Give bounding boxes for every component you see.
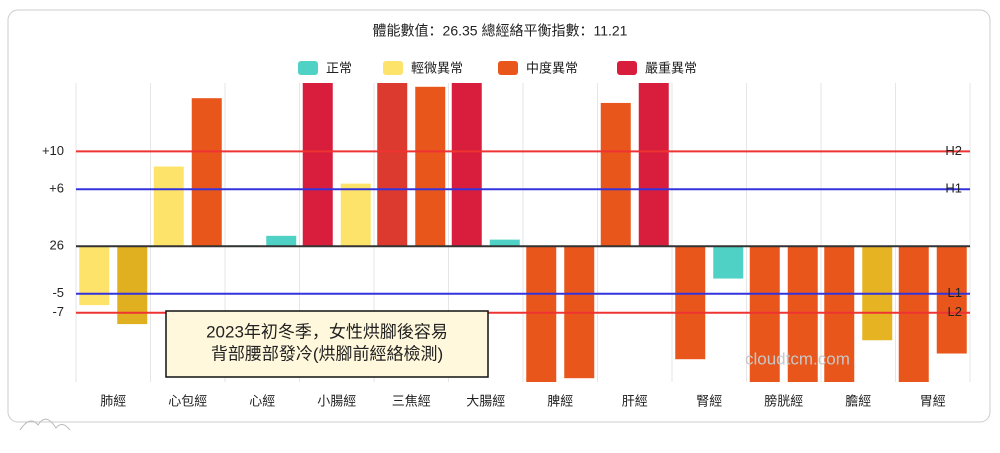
x-tick-label: 肝經 — [622, 393, 648, 408]
x-tick-label: 大腸經 — [466, 393, 505, 408]
y-tick-label: +10 — [42, 143, 64, 158]
x-tick-label: 腎經 — [696, 393, 722, 408]
x-tick-label: 肺經 — [100, 393, 126, 408]
bar — [191, 98, 222, 247]
y-tick-label: -7 — [52, 304, 64, 319]
legend-label: 正常 — [326, 60, 352, 75]
bar — [675, 246, 706, 360]
bar — [713, 246, 744, 279]
y-tick-label: 26 — [50, 238, 64, 253]
bar — [302, 83, 333, 247]
bar — [600, 102, 631, 247]
x-tick-label: 胃經 — [920, 393, 946, 408]
bar — [898, 246, 929, 382]
bar — [824, 246, 855, 382]
reference-label: H2 — [945, 143, 962, 158]
bar — [526, 246, 557, 382]
x-tick-label: 脾經 — [547, 393, 573, 408]
legend-swatch — [498, 61, 518, 75]
x-tick-label: 心包經 — [168, 393, 207, 408]
bar — [936, 246, 967, 354]
x-tick-label: 膀胱經 — [764, 393, 803, 408]
bar — [638, 83, 669, 247]
legend-label: 輕微異常 — [411, 60, 463, 75]
legend-swatch — [298, 61, 318, 75]
reference-label: L2 — [948, 304, 962, 319]
x-tick-label: 三焦經 — [392, 393, 431, 408]
watermark: cloudtcm.com — [745, 349, 850, 368]
legend-swatch — [617, 61, 637, 75]
bar — [451, 83, 482, 247]
logo — [19, 418, 71, 431]
y-tick-label: -5 — [52, 285, 64, 300]
annotation-text: 2023年初冬季，女性烘腳後容易 — [206, 322, 448, 341]
x-tick-label: 小腸經 — [317, 393, 356, 408]
x-tick-label: 膽經 — [845, 393, 871, 408]
reference-label: H1 — [945, 181, 962, 196]
x-tick-label: 心經 — [249, 393, 275, 408]
bar — [153, 166, 184, 247]
chart-title: 體能數值：26.35 總經絡平衡指數：11.21 — [373, 23, 628, 39]
bar — [117, 246, 148, 325]
legend-label: 中度異常 — [526, 60, 578, 75]
bar — [415, 86, 446, 247]
bar — [787, 246, 818, 382]
reference-label: L1 — [948, 285, 962, 300]
y-tick-label: +6 — [49, 181, 64, 196]
legend-swatch — [383, 61, 403, 75]
legend-label: 嚴重異常 — [645, 60, 697, 75]
bar — [749, 246, 780, 382]
annotation-box — [165, 310, 489, 378]
bar — [79, 246, 110, 306]
bar — [489, 239, 520, 247]
bar — [377, 83, 408, 247]
bar — [340, 183, 371, 247]
annotation-text: 背部腰部發冷(烘腳前經絡檢測) — [211, 344, 443, 363]
bar — [266, 235, 297, 247]
